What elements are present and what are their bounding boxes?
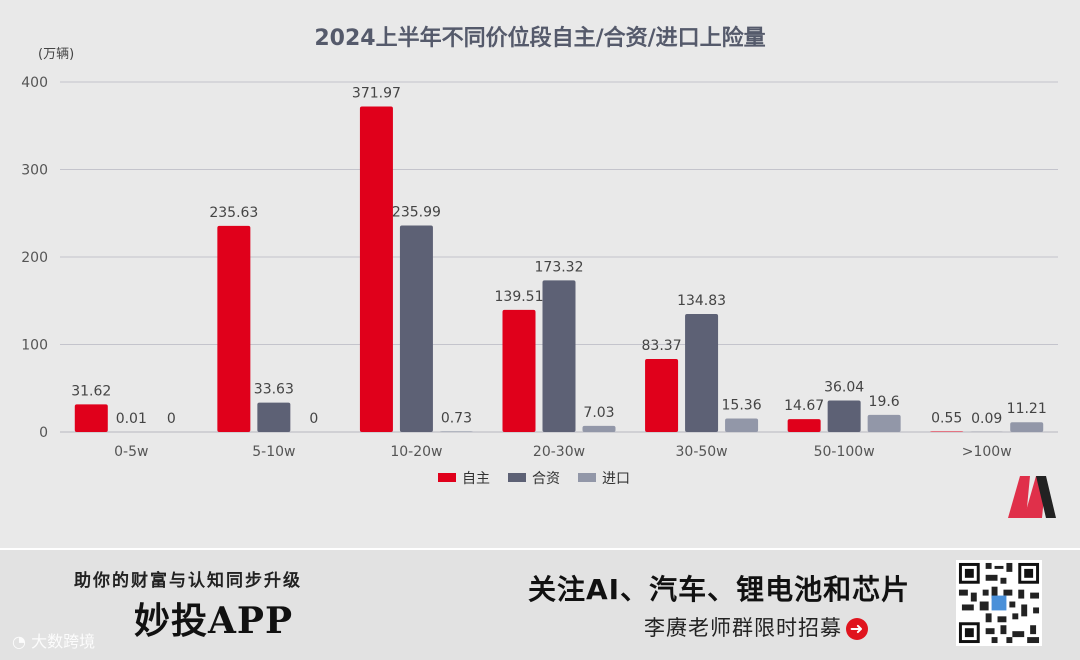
watermark: ◔ 大数跨境 <box>12 628 95 652</box>
data-label: 173.32 <box>535 259 584 275</box>
legend-label: 合资 <box>532 471 560 487</box>
bar-自主 <box>645 359 679 432</box>
data-label: 0.55 <box>931 411 962 427</box>
data-label: 371.97 <box>352 86 401 102</box>
banner-slogan: 助你的财富与认知同步升级 <box>74 571 302 591</box>
legend-label: 进口 <box>602 471 630 487</box>
banner-recruit[interactable]: 李赓老师群限时招募 ➜ <box>644 612 868 642</box>
bar-合资 <box>399 225 433 432</box>
y-tick-label: 0 <box>39 425 48 441</box>
banner-app-name[interactable]: 妙投APP <box>134 600 294 642</box>
weibo-icon: ◔ <box>12 632 26 651</box>
data-label: 235.99 <box>392 205 441 221</box>
brand-logo-icon <box>1008 476 1056 518</box>
data-label: 33.63 <box>254 382 294 398</box>
bar-自主 <box>359 106 393 433</box>
data-label: 139.51 <box>495 289 544 305</box>
data-label: 7.03 <box>583 405 614 421</box>
data-label: 83.37 <box>642 338 682 354</box>
x-tick-label: 5-10w <box>252 444 295 460</box>
data-label: 0.01 <box>116 411 147 427</box>
chart-area: 2024上半年不同价位段自主/合资/进口上险量 (万辆) 0 100 200 300 400… <box>21 25 1058 518</box>
bar-合资 <box>827 400 861 432</box>
bar-自主 <box>502 309 536 432</box>
data-label: 0.73 <box>441 410 472 426</box>
legend-swatch <box>508 473 526 482</box>
data-label: 0 <box>309 411 318 427</box>
bar-合资 <box>257 402 291 432</box>
legend-swatch <box>578 473 596 482</box>
bar-进口 <box>867 414 901 432</box>
legend-label: 自主 <box>462 471 490 487</box>
data-label: 15.36 <box>722 398 762 414</box>
bar-chart: 2024上半年不同价位段自主/合资/进口上险量 (万辆) 0 100 200 300 400… <box>21 25 1058 487</box>
bar-自主 <box>787 419 821 432</box>
promo-banner: 助你的财富与认知同步升级 妙投APP 关注AI、汽车、锂电池和芯片 李赓老师群限… <box>0 548 1080 660</box>
bar-合资 <box>542 280 576 432</box>
bar-合资 <box>685 314 719 432</box>
data-label: 36.04 <box>824 379 864 395</box>
data-label: 19.6 <box>869 394 900 410</box>
y-tick-label: 300 <box>21 163 48 179</box>
x-tick-label: >100w <box>962 444 1012 460</box>
data-label: 134.83 <box>677 293 726 309</box>
y-tick-label: 200 <box>21 250 48 266</box>
y-axis-unit: (万辆) <box>38 47 74 62</box>
legend-swatch <box>438 473 456 482</box>
arrow-right-icon[interactable]: ➜ <box>846 618 868 640</box>
data-label: 0.09 <box>971 411 1002 427</box>
banner-recruit-text: 李赓老师群限时招募 <box>644 616 842 640</box>
x-tick-label: 0-5w <box>114 444 148 460</box>
x-tick-label: 20-30w <box>533 444 585 460</box>
data-label: 235.63 <box>209 205 258 221</box>
data-label: 31.62 <box>71 383 111 399</box>
x-tick-label: 30-50w <box>676 444 728 460</box>
x-tick-label: 50-100w <box>814 444 875 460</box>
banner-follow-text: 关注AI、汽车、锂电池和芯片 <box>528 573 911 606</box>
x-tick-label: 10-20w <box>390 444 442 460</box>
bar-自主 <box>74 404 108 432</box>
y-tick-label: 100 <box>21 338 48 354</box>
qr-code-icon[interactable] <box>956 560 1042 646</box>
bar-进口 <box>1010 422 1044 432</box>
data-label: 0 <box>167 411 176 427</box>
bar-进口 <box>582 425 616 432</box>
watermark-text: 大数跨境 <box>31 632 96 651</box>
data-label: 14.67 <box>784 398 824 414</box>
bar-自主 <box>217 225 251 432</box>
data-label: 11.21 <box>1007 401 1047 417</box>
chart-title: 2024上半年不同价位段自主/合资/进口上险量 <box>314 25 765 51</box>
bar-进口 <box>439 431 473 432</box>
y-tick-label: 400 <box>21 75 48 91</box>
bar-进口 <box>725 418 759 432</box>
